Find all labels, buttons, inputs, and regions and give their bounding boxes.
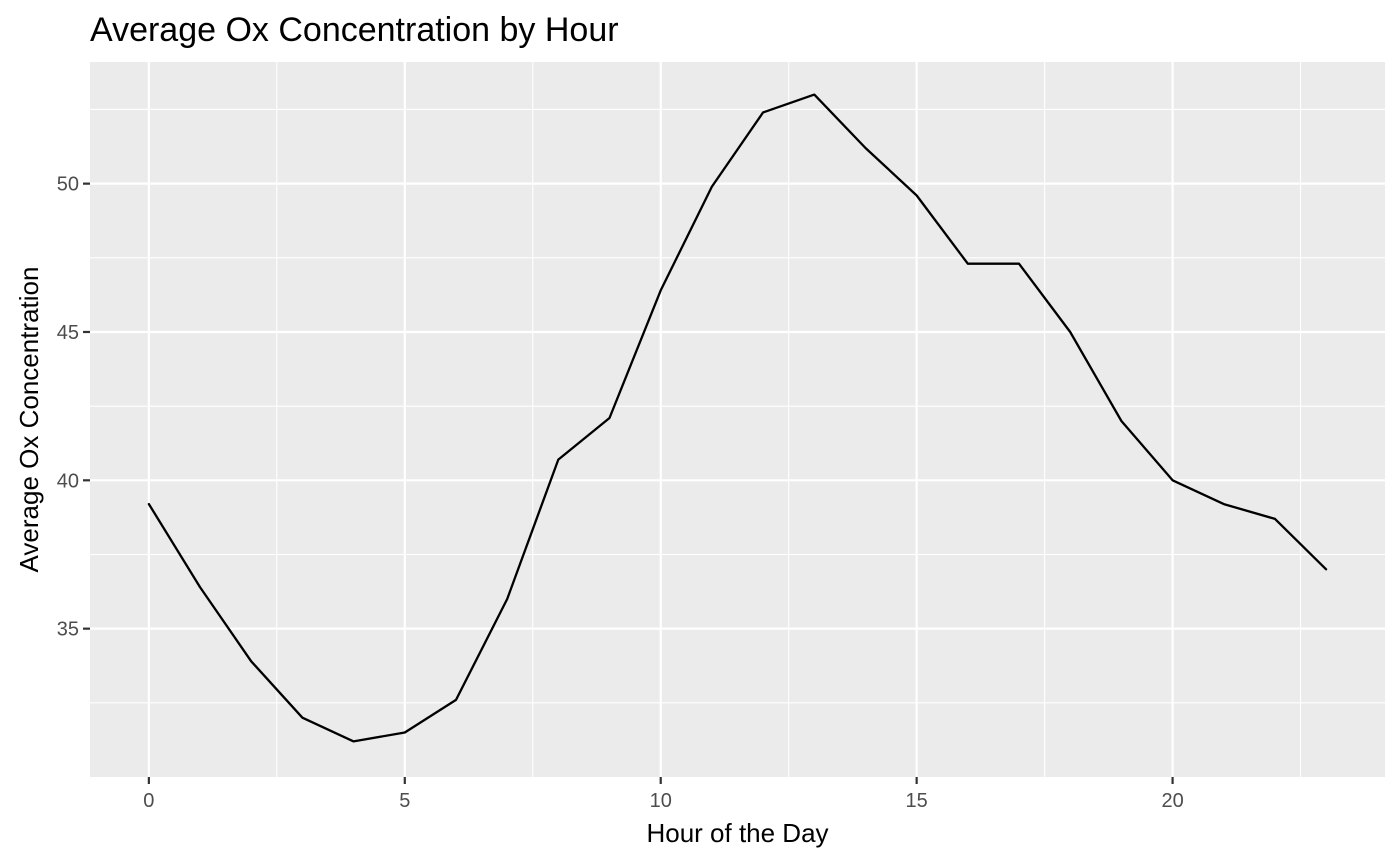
plot-panel [90,62,1385,777]
y-tick-label: 35 [57,619,79,641]
x-tick-label: 0 [143,790,154,812]
y-axis-title: Average Ox Concentration [14,267,44,573]
y-tick-label: 50 [57,174,79,196]
y-tick-label: 40 [57,470,79,492]
x-tick-label: 20 [1161,790,1183,812]
minor-gridlines [90,62,1385,777]
chart-title: Average Ox Concentration by Hour [90,11,619,49]
major-gridlines [90,62,1385,777]
y-axis: 35 40 45 50 [57,174,90,641]
series-line [147,93,1328,743]
y-tick-label: 45 [57,322,79,344]
x-axis: 0 5 10 15 20 [143,777,1184,812]
x-tick-label: 5 [399,790,410,812]
x-tick-label: 10 [650,790,672,812]
x-axis-title: Hour of the Day [646,818,828,848]
x-tick-label: 15 [906,790,928,812]
